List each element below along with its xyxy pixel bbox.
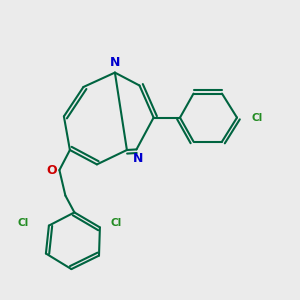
Text: O: O (46, 164, 57, 177)
Text: N: N (110, 56, 120, 70)
Text: Cl: Cl (17, 218, 28, 229)
Text: Cl: Cl (110, 218, 122, 229)
Text: Cl: Cl (252, 112, 263, 123)
Text: N: N (133, 152, 143, 166)
